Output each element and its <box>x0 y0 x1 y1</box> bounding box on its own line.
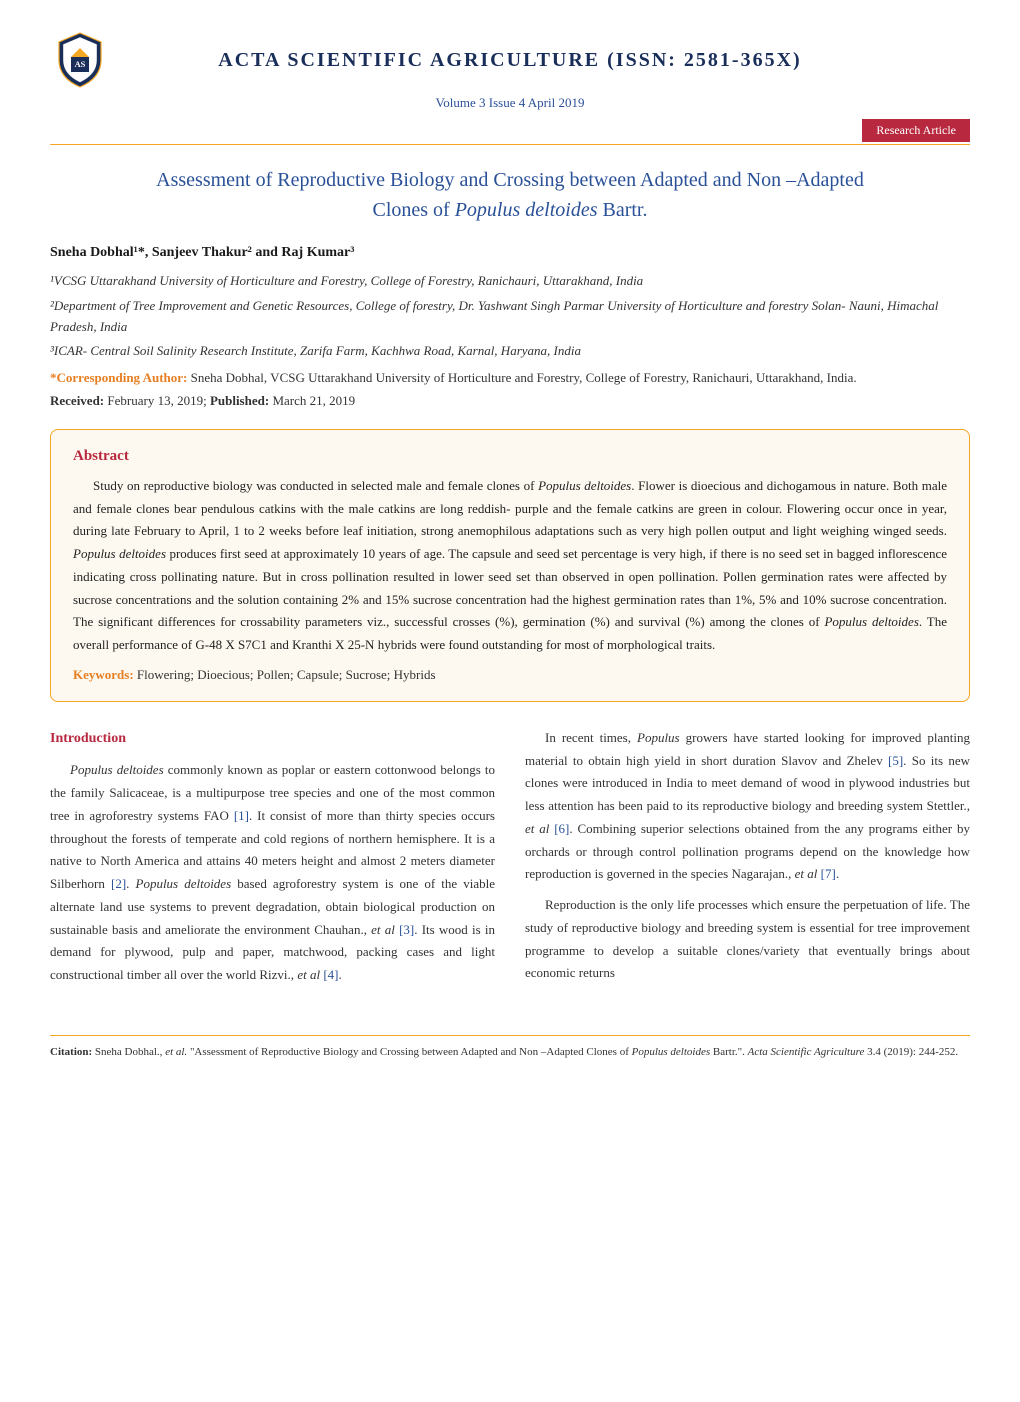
abs-i1: Populus deltoides <box>538 478 631 493</box>
introduction-heading: Introduction <box>50 727 495 752</box>
lc-p1-i3: et al <box>371 922 395 937</box>
abs-i2: Populus deltoides <box>73 546 166 561</box>
volume-issue: Volume 3 Issue 4 April 2019 <box>50 95 970 111</box>
citation-volume: 3.4 (2019): 244-252. <box>864 1046 958 1058</box>
abstract-text: Study on reproductive biology was conduc… <box>73 475 947 657</box>
ref-6[interactable]: [6] <box>549 821 569 836</box>
body-columns: Introduction Populus deltoides commonly … <box>50 727 970 995</box>
lc-p1-t4: . <box>126 876 135 891</box>
received-value: February 13, 2019; <box>107 393 210 408</box>
top-divider <box>50 144 970 145</box>
authors-line: Sneha Dobhal¹*, Sanjeev Thakur² and Raj … <box>50 245 970 261</box>
right-column: In recent times, Populus growers have st… <box>525 727 970 995</box>
citation-title-prefix: "Assessment of Reproductive Biology and … <box>187 1046 631 1058</box>
rc-p1-t1: In recent times, <box>545 730 637 745</box>
keywords-text: Flowering; Dioecious; Pollen; Capsule; S… <box>137 667 436 682</box>
citation-title-italic: Populus deltoides <box>632 1046 711 1058</box>
title-line1: Assessment of Reproductive Biology and C… <box>156 169 864 191</box>
article-type-badge: Research Article <box>862 119 970 142</box>
citation-line: Citation: Sneha Dobhal., et al. "Assessm… <box>50 1044 970 1061</box>
dates-line: Received: February 13, 2019; Published: … <box>50 393 970 409</box>
footer-divider <box>50 1035 970 1036</box>
ref-1[interactable]: [1] <box>234 808 249 823</box>
abstract-box: Abstract Study on reproductive biology w… <box>50 429 970 702</box>
corresponding-author: *Corresponding Author: Sneha Dobhal, VCS… <box>50 368 970 389</box>
affiliation-2: ²Department of Tree Improvement and Gene… <box>50 296 970 338</box>
right-paragraph-2: Reproduction is the only life processes … <box>525 894 970 985</box>
rc-p1-i2: et al <box>525 821 549 836</box>
title-line2-prefix: Clones of <box>373 199 455 221</box>
lc-p1-i4: et al <box>297 967 320 982</box>
rc-p1-t4: . Combining superior selections obtained… <box>525 821 970 882</box>
badge-row: Research Article <box>50 119 970 142</box>
affiliation-1: ¹VCSG Uttarakhand University of Horticul… <box>50 271 970 292</box>
corresponding-label: *Corresponding Author: <box>50 370 191 385</box>
rc-p1-i3: et al <box>795 866 818 881</box>
article-title: Assessment of Reproductive Biology and C… <box>50 165 970 225</box>
ref-7[interactable]: [7] <box>817 866 835 881</box>
ref-2[interactable]: [2] <box>111 876 126 891</box>
citation-journal: Acta Scientific Agriculture <box>748 1046 865 1058</box>
rc-p1-i1: Populus <box>637 730 680 745</box>
lc-p1-i2: Populus deltoides <box>136 876 232 891</box>
keywords-line: Keywords: Flowering; Dioecious; Pollen; … <box>73 667 947 683</box>
right-paragraph-1: In recent times, Populus growers have st… <box>525 727 970 886</box>
abstract-heading: Abstract <box>73 448 947 465</box>
lc-p1-i1: Populus deltoides <box>70 762 164 777</box>
lc-p1-t7: . <box>338 967 341 982</box>
citation-title-suffix: Bartr.". <box>710 1046 748 1058</box>
ref-3[interactable]: [3] <box>395 922 414 937</box>
citation-author: Sneha Dobhal., <box>95 1046 165 1058</box>
citation-label: Citation: <box>50 1046 95 1058</box>
left-column: Introduction Populus deltoides commonly … <box>50 727 495 995</box>
citation-etal: et al. <box>165 1046 187 1058</box>
rc-p1-t5: . <box>836 866 839 881</box>
abs-t3: produces first seed at approximately 10 … <box>73 546 947 629</box>
published-label: Published: <box>210 393 273 408</box>
corresponding-text: Sneha Dobhal, VCSG Uttarakhand Universit… <box>191 370 857 385</box>
intro-paragraph-1: Populus deltoides commonly known as popl… <box>50 759 495 987</box>
title-line2-suffix: Bartr. <box>597 199 647 221</box>
keywords-label: Keywords: <box>73 667 137 682</box>
ref-5[interactable]: [5] <box>888 753 903 768</box>
affiliation-3: ³ICAR- Central Soil Salinity Research In… <box>50 341 970 362</box>
published-value: March 21, 2019 <box>272 393 355 408</box>
abs-i3: Populus deltoides <box>824 614 918 629</box>
abs-t1: Study on reproductive biology was conduc… <box>93 478 538 493</box>
received-label: Received: <box>50 393 107 408</box>
ref-4[interactable]: [4] <box>320 967 338 982</box>
journal-title: ACTA SCIENTIFIC AGRICULTURE (ISSN: 2581-… <box>50 49 970 72</box>
title-line2-italic: Populus deltoides <box>455 199 598 221</box>
header-row: AS ACTA SCIENTIFIC AGRICULTURE (ISSN: 25… <box>50 30 970 90</box>
